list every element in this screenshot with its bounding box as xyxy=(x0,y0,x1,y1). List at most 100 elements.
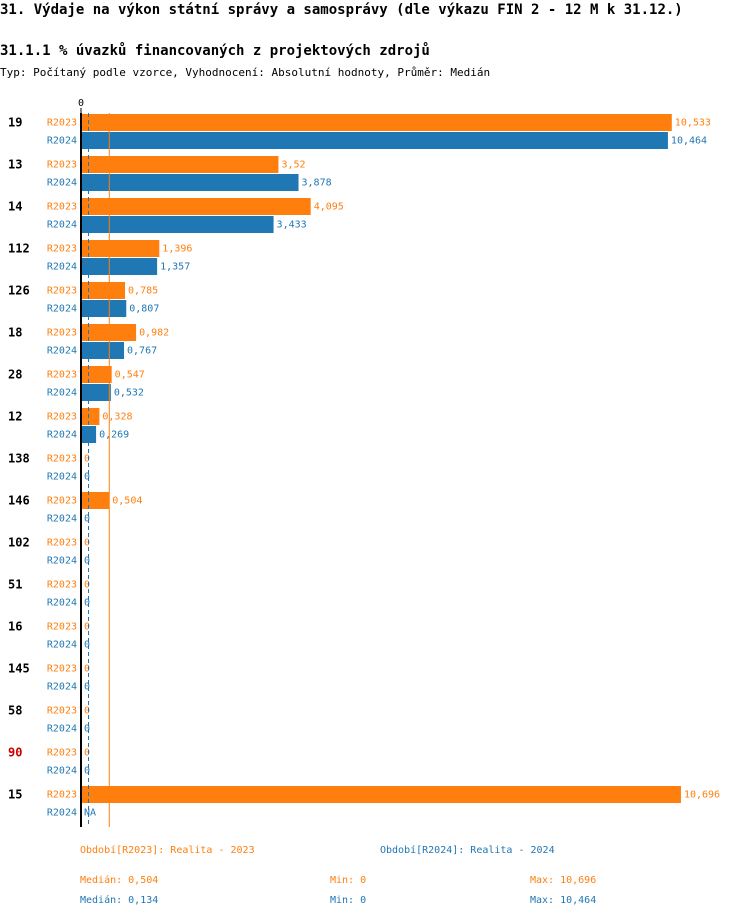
category-label: 14 xyxy=(8,200,22,214)
category-label: 51 xyxy=(8,578,22,592)
value-label: 0 xyxy=(84,598,90,609)
value-label: 0,767 xyxy=(127,346,157,357)
stat-value: 10,464 xyxy=(560,895,596,906)
category-label: 90 xyxy=(8,746,22,760)
chart-subtitle: Typ: Počítaný podle vzorce, Vyhodnocení:… xyxy=(0,66,490,79)
value-label: 0 xyxy=(84,664,90,675)
bar xyxy=(81,426,97,443)
bar xyxy=(81,342,125,359)
stat-name: Min: xyxy=(330,875,354,886)
x-tick-label: 0 xyxy=(78,98,84,109)
category-label: 146 xyxy=(8,494,30,508)
bar xyxy=(81,114,672,131)
series-row-label: R2024 xyxy=(47,472,77,483)
series-row-label: R2023 xyxy=(47,454,77,465)
bar xyxy=(81,156,279,173)
value-label: 0,807 xyxy=(129,304,159,315)
stat-name: Medián: xyxy=(80,894,122,906)
series-row-label: R2023 xyxy=(47,706,77,717)
category-label: 138 xyxy=(8,452,30,466)
series-row-label: R2023 xyxy=(47,748,77,759)
series-row-label: R2023 xyxy=(47,664,77,675)
series-row-label: R2023 xyxy=(47,202,77,213)
series-row-label: R2023 xyxy=(47,160,77,171)
category-label: 126 xyxy=(8,284,30,298)
series-row-label: R2023 xyxy=(47,286,77,297)
chart-title: 31.1.1 % úvazků financovaných z projekto… xyxy=(0,42,430,59)
series-row-label: R2024 xyxy=(47,136,77,147)
category-label: 19 xyxy=(8,116,22,130)
series-row-label: R2024 xyxy=(47,514,77,525)
value-label: 0 xyxy=(84,580,90,591)
series-row-label: R2024 xyxy=(47,220,77,231)
value-label: 3,52 xyxy=(281,160,305,171)
value-label: 0,785 xyxy=(128,286,158,297)
category-label: 58 xyxy=(8,704,22,718)
category-label: 145 xyxy=(8,662,30,676)
value-label: 10,696 xyxy=(684,790,720,801)
legend-entry: Období[R2024]: Realita - 2024 xyxy=(380,844,555,856)
bar xyxy=(81,300,127,317)
category-label: 13 xyxy=(8,158,22,172)
series-row-label: R2023 xyxy=(47,370,77,381)
series-row-label: R2024 xyxy=(47,682,77,693)
bar xyxy=(81,132,668,149)
value-label: 0 xyxy=(84,514,90,525)
bar xyxy=(81,384,111,401)
stat-value: 0 xyxy=(360,895,366,906)
series-row-label: R2024 xyxy=(47,178,77,189)
value-label: 0 xyxy=(84,748,90,759)
series-row-label: R2024 xyxy=(47,388,77,399)
value-label: 0 xyxy=(84,472,90,483)
series-row-label: R2023 xyxy=(47,118,77,129)
stat-value: 0 xyxy=(360,875,366,886)
series-row-label: R2024 xyxy=(47,640,77,651)
value-label: 0 xyxy=(84,556,90,567)
series-row-label: R2024 xyxy=(47,766,77,777)
legend-entry: Období[R2023]: Realita - 2023 xyxy=(80,844,255,856)
value-label: 0,547 xyxy=(115,370,145,381)
series-row-label: R2024 xyxy=(47,808,77,819)
bar xyxy=(81,786,681,803)
series-row-label: R2024 xyxy=(47,346,77,357)
category-label: 18 xyxy=(8,326,22,340)
value-label: 3,878 xyxy=(302,178,332,189)
value-label: 0,504 xyxy=(112,496,142,507)
value-label: 0 xyxy=(84,724,90,735)
category-label: 102 xyxy=(8,536,30,550)
value-label: 1,357 xyxy=(160,262,190,273)
value-label: 0,532 xyxy=(114,388,144,399)
value-label: 0 xyxy=(84,622,90,633)
stat-value: 0,134 xyxy=(128,895,158,906)
bar xyxy=(81,198,311,215)
value-label: 4,095 xyxy=(314,202,344,213)
bar xyxy=(81,258,158,275)
bar xyxy=(81,366,112,383)
series-row-label: R2024 xyxy=(47,304,77,315)
category-label: 15 xyxy=(8,788,22,802)
value-label: 0,269 xyxy=(99,430,129,441)
value-label: 10,533 xyxy=(675,118,711,129)
stat-name: Max: xyxy=(530,875,554,886)
stat-name: Max: xyxy=(530,895,554,906)
bar xyxy=(81,240,160,257)
category-label: 16 xyxy=(8,620,22,634)
series-row-label: R2023 xyxy=(47,412,77,423)
stat-name: Medián: xyxy=(80,874,122,886)
value-label: 0 xyxy=(84,766,90,777)
series-row-label: R2024 xyxy=(47,724,77,735)
stat-value: 0,504 xyxy=(128,875,158,886)
series-row-label: R2023 xyxy=(47,496,77,507)
series-row-label: R2024 xyxy=(47,262,77,273)
series-row-label: R2023 xyxy=(47,244,77,255)
series-row-label: R2023 xyxy=(47,328,77,339)
value-label: NA xyxy=(84,808,96,819)
bar xyxy=(81,216,274,233)
value-label: 1,396 xyxy=(162,244,192,255)
bar xyxy=(81,324,137,341)
page-header: 31. Výdaje na výkon státní správy a samo… xyxy=(0,2,683,18)
bar xyxy=(81,174,299,191)
value-label: 0,982 xyxy=(139,328,169,339)
series-row-label: R2023 xyxy=(47,580,77,591)
